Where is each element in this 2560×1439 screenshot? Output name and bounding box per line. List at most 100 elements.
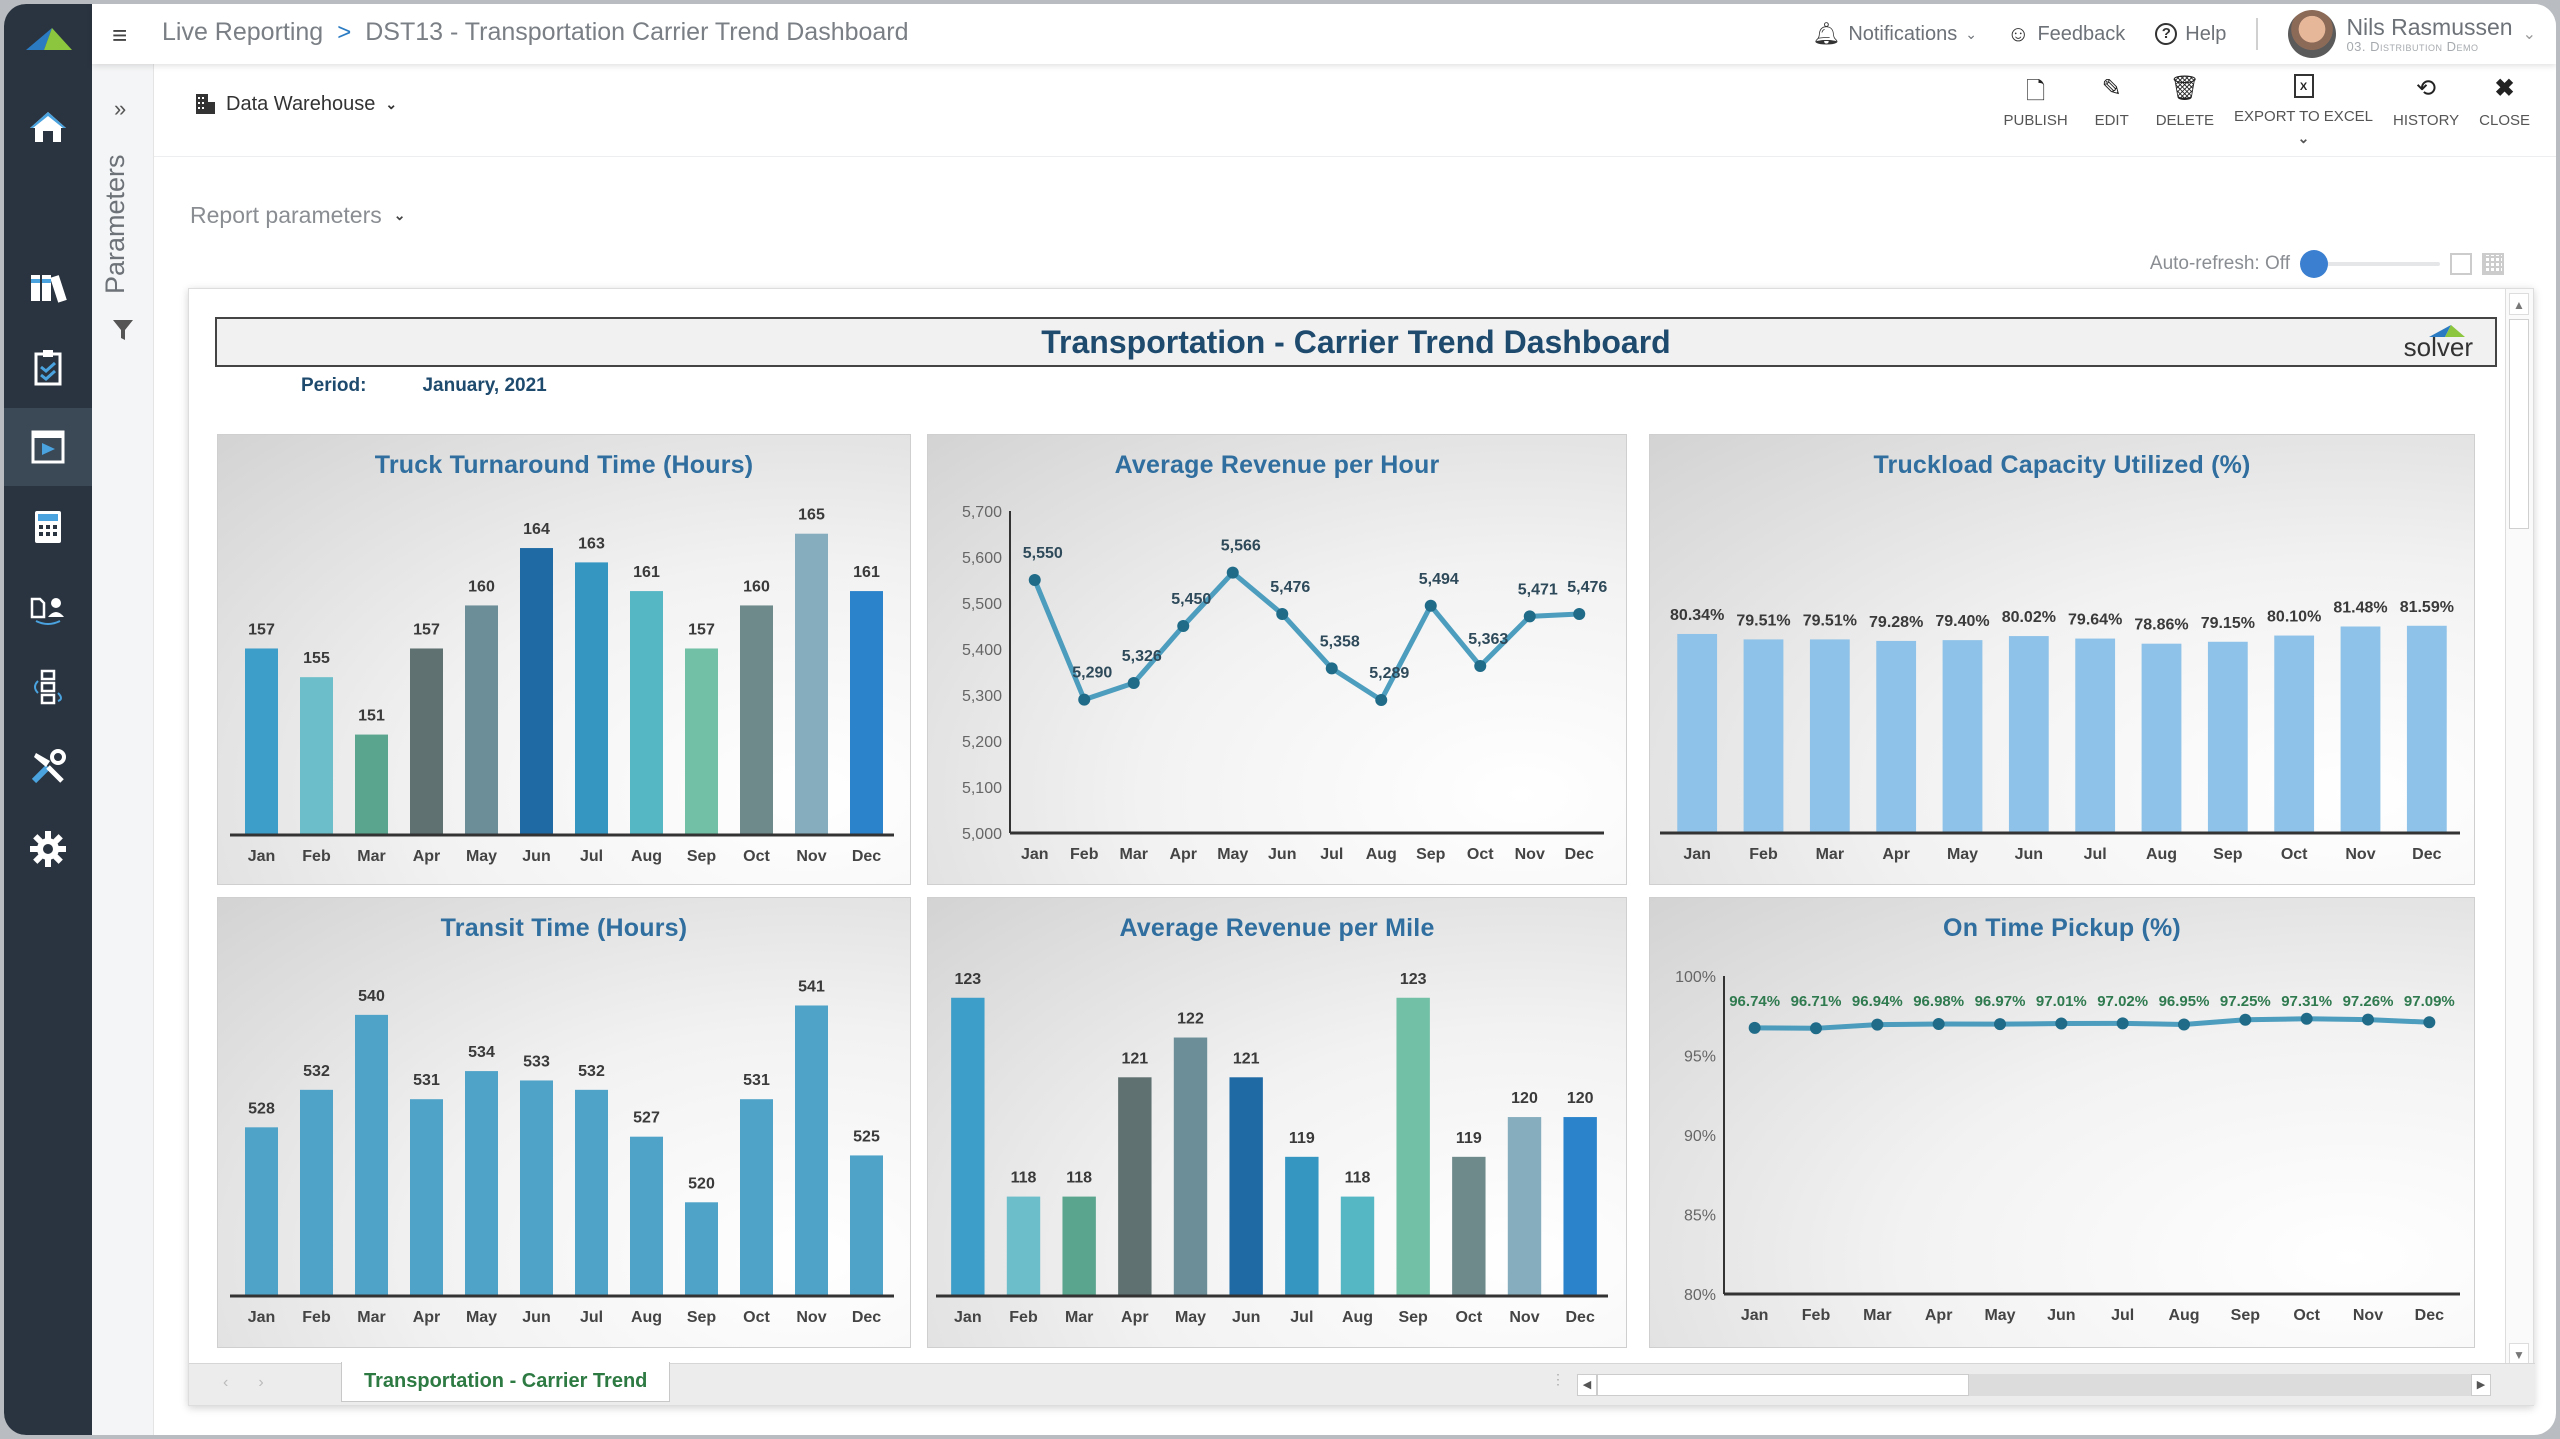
bar-sep — [685, 648, 718, 835]
y-tick-label: 5,000 — [962, 826, 1002, 843]
workflow-icon — [34, 669, 62, 705]
data-point-aug — [1375, 694, 1388, 707]
x-tick-label: Feb — [1749, 846, 1778, 863]
grid-view-icon[interactable] — [2482, 253, 2504, 275]
chart-title: Transit Time (Hours) — [440, 914, 688, 942]
data-label: 79.51% — [1736, 612, 1790, 629]
series-line — [1032, 570, 1580, 703]
data-label: 157 — [688, 621, 715, 638]
expand-parameters-icon[interactable]: » — [114, 96, 127, 121]
scroll-left-arrow-icon[interactable]: ◀ — [1577, 1374, 1597, 1396]
bar-jun — [520, 1080, 553, 1296]
data-point-mar — [1871, 1018, 1884, 1031]
nav-item-users[interactable] — [4, 568, 92, 646]
chart-panel-transit-time: Transit Time (Hours) 528 532 540 531 534 533 5… — [217, 897, 911, 1348]
help-link[interactable]: ? Help — [2155, 23, 2226, 46]
auto-refresh-slider[interactable] — [2300, 250, 2440, 278]
fullscreen-icon[interactable] — [2450, 253, 2472, 275]
chart-title: Average Revenue per Mile — [1119, 914, 1435, 942]
edit-button[interactable]: ✎ EDIT — [2088, 74, 2136, 129]
data-label: 96.95% — [2159, 993, 2210, 1010]
x-tick-label: Sep — [687, 848, 717, 865]
binders-icon — [31, 275, 67, 303]
data-label: 151 — [358, 708, 385, 725]
feedback-link[interactable]: ☺ Feedback — [2007, 21, 2125, 47]
x-tick-label: Apr — [1925, 1307, 1953, 1324]
chart-title: Truckload Capacity Utilized (%) — [1873, 451, 2251, 479]
x-tick-label: Jun — [2015, 846, 2043, 863]
report-parameters-toggle[interactable]: Report parameters ⌄ — [190, 202, 405, 229]
next-sheet-icon[interactable]: › — [258, 1374, 264, 1391]
data-label: 118 — [1011, 1170, 1037, 1187]
bar-may — [465, 605, 498, 835]
period-label: Period: — [301, 375, 367, 396]
nav-item-reports[interactable] — [4, 408, 92, 486]
x-tick-label: May — [1947, 846, 1978, 863]
nav-item-home[interactable] — [4, 88, 92, 166]
data-label: 531 — [413, 1072, 440, 1089]
x-tick-label: Nov — [796, 848, 826, 865]
chart-title: Average Revenue per Hour — [1114, 451, 1440, 479]
excel-icon: X — [2293, 74, 2314, 98]
bar-jun — [2008, 636, 2049, 833]
building-icon — [196, 94, 215, 114]
breadcrumb-live-reporting[interactable]: Live Reporting — [162, 18, 324, 46]
chart-panel-revenue-per-hour: Average Revenue per Hour 5,000 5,100 5,200… — [927, 434, 1627, 885]
data-point-dec — [2423, 1016, 2436, 1029]
publish-button[interactable]: 🗋︎ PUBLISH — [2003, 74, 2067, 129]
nav-item-settings[interactable] — [4, 810, 92, 888]
data-label: 540 — [358, 988, 385, 1005]
datasource-selector[interactable]: Data Warehouse ⌄ — [194, 92, 397, 116]
history-button[interactable]: ⟲ HISTORY — [2393, 74, 2459, 129]
export-to-excel-button[interactable]: X EXPORT TO EXCEL ⌄ — [2234, 74, 2373, 146]
report-actions: 🗋︎ PUBLISH ✎ EDIT 🗑︎ DELETE X EXPORT TO … — [2003, 74, 2530, 146]
scrollbar-thumb[interactable] — [2509, 319, 2529, 529]
chart-transit-time: 528 532 540 531 534 533 532 527 520 531 541 525 Jan F… — [230, 978, 894, 1326]
data-label: 120 — [1511, 1090, 1538, 1107]
bar-jul — [2075, 638, 2116, 833]
scroll-down-arrow-icon[interactable]: ▼ — [2509, 1343, 2529, 1365]
notifications-menu[interactable]: 🔔︎ Notifications ⌄ — [1812, 21, 1977, 47]
bar-jun — [1229, 1077, 1263, 1296]
data-label: 5,476 — [1567, 579, 1607, 596]
nav-item-library[interactable] — [4, 248, 92, 326]
close-icon: ✖ — [2494, 75, 2515, 102]
close-button[interactable]: ✖ CLOSE — [2479, 74, 2530, 129]
vertical-scrollbar[interactable]: ▲ ▼ — [2505, 289, 2533, 1365]
bar-may — [1173, 1037, 1208, 1296]
sheet-tab-transportation-carrier-trend[interactable]: Transportation - Carrier Trend — [341, 1362, 671, 1402]
solver-logo-text: solver — [2403, 332, 2473, 362]
y-tick-label: 100% — [1675, 969, 1716, 986]
nav-item-processes[interactable] — [4, 648, 92, 726]
hamburger-icon[interactable]: ≡ — [112, 20, 128, 50]
scrollbar-thumb[interactable] — [1597, 1374, 1969, 1396]
slider-knob[interactable] — [2300, 250, 2328, 278]
data-point-oct — [1474, 660, 1487, 673]
filter-icon[interactable] — [112, 318, 134, 342]
x-tick-label: May — [1175, 1309, 1206, 1326]
user-menu[interactable]: Nils Rasmussen 03. Distribution Demo ⌄ — [2288, 10, 2536, 58]
x-tick-label: Oct — [743, 1309, 770, 1326]
delete-button[interactable]: 🗑︎ DELETE — [2156, 74, 2214, 129]
x-tick-label: Nov — [1515, 846, 1545, 863]
split-handle-icon[interactable]: ⋮ — [1551, 1371, 1565, 1387]
x-tick-label: Sep — [2231, 1307, 2261, 1324]
previous-sheet-icon[interactable]: ‹ — [223, 1374, 229, 1391]
x-tick-label: Jan — [954, 1309, 982, 1326]
horizontal-scrollbar[interactable]: ◀ ▶ — [1577, 1374, 2491, 1396]
nav-item-tools[interactable] — [4, 728, 92, 806]
y-tick-label: 5,600 — [962, 550, 1002, 567]
scroll-right-arrow-icon[interactable]: ▶ — [2471, 1374, 2491, 1396]
data-point-may — [1994, 1018, 2006, 1031]
scroll-up-arrow-icon[interactable]: ▲ — [2509, 293, 2529, 315]
x-tick-label: Sep — [687, 1309, 717, 1326]
nav-item-tasks[interactable] — [4, 328, 92, 406]
x-tick-label: Apr — [1121, 1309, 1149, 1326]
bar-feb — [1743, 639, 1784, 833]
data-point-apr — [1177, 620, 1190, 632]
data-point-may — [1226, 566, 1239, 579]
solver-logo-icon[interactable] — [26, 24, 72, 54]
data-label: 531 — [743, 1072, 770, 1089]
parameters-label[interactable]: Parameters — [100, 154, 130, 294]
nav-item-budgeting[interactable] — [4, 488, 92, 566]
